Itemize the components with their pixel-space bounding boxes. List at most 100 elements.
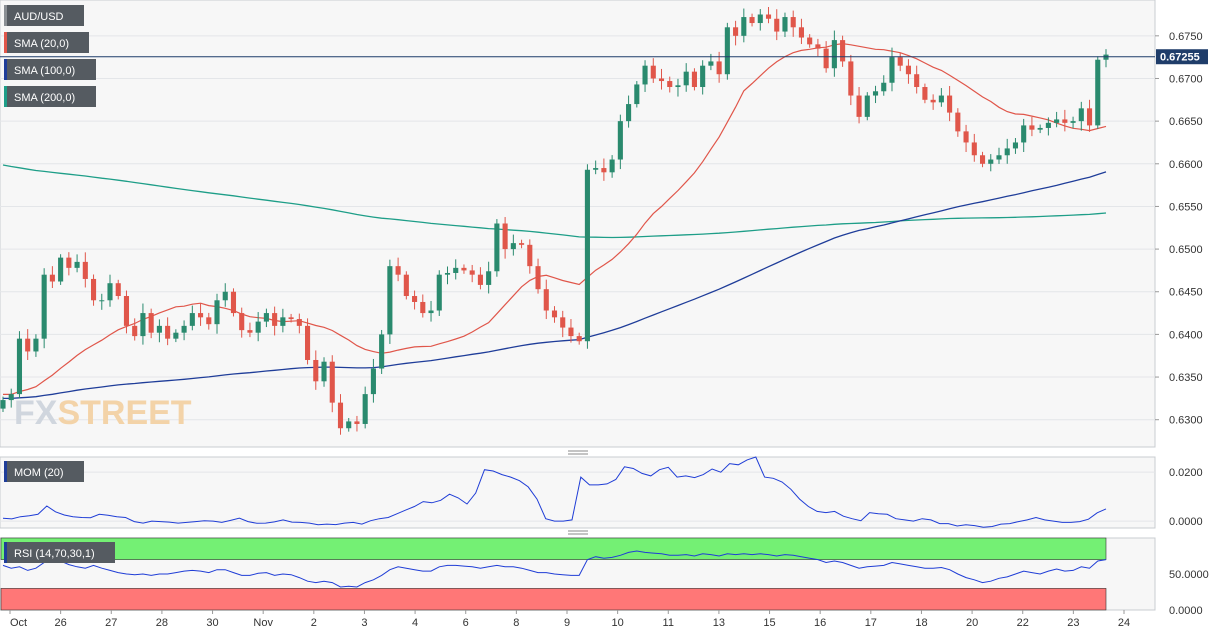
rsi-tick-label: 0.0000 bbox=[1169, 605, 1203, 617]
x-tick-label: 24 bbox=[1118, 617, 1130, 629]
candle-up bbox=[510, 243, 516, 250]
candle-down bbox=[815, 44, 821, 49]
candle-down bbox=[272, 313, 278, 326]
candle-down bbox=[897, 57, 903, 66]
candle-up bbox=[33, 338, 39, 352]
candle-down bbox=[749, 17, 755, 24]
sma100-swatch bbox=[4, 59, 7, 80]
tag-sma20[interactable]: SMA (20,0) bbox=[4, 32, 89, 53]
candle-down bbox=[412, 296, 418, 302]
y-tick-label: 0.6450 bbox=[1169, 287, 1203, 299]
sma20-label: SMA (20,0) bbox=[14, 38, 69, 50]
sma200-line bbox=[2, 164, 1107, 239]
candle-down bbox=[165, 325, 171, 339]
candle-up bbox=[428, 310, 434, 314]
candle-up bbox=[831, 40, 837, 69]
x-tick-label: 17 bbox=[865, 617, 877, 629]
candle-up bbox=[107, 283, 113, 301]
candle-down bbox=[930, 99, 936, 103]
candle-up bbox=[988, 159, 994, 164]
candle-down bbox=[922, 87, 928, 100]
candle-up bbox=[181, 325, 187, 333]
tag-sma100[interactable]: SMA (100,0) bbox=[4, 59, 96, 80]
candle-down bbox=[230, 291, 237, 314]
tag-sma200[interactable]: SMA (200,0) bbox=[4, 86, 96, 107]
candle-down bbox=[469, 270, 475, 275]
candle-down bbox=[132, 325, 138, 337]
y-tick-label: 0.6600 bbox=[1169, 159, 1203, 171]
candle-up bbox=[1021, 125, 1027, 143]
rsi-swatch bbox=[4, 542, 7, 563]
x-tick-label: 8 bbox=[513, 617, 519, 629]
x-tick-label: 15 bbox=[763, 617, 775, 629]
candle-up bbox=[58, 257, 64, 282]
tag-rsi[interactable]: RSI (14,70,30,1) bbox=[4, 542, 115, 563]
y-tick-label: 0.6700 bbox=[1169, 73, 1203, 85]
candle-up bbox=[1037, 127, 1043, 130]
candle-down bbox=[568, 327, 574, 337]
x-tick-label: 2 bbox=[311, 617, 317, 629]
candle-up bbox=[436, 274, 442, 311]
candle-down bbox=[790, 17, 796, 28]
candle-up bbox=[938, 95, 944, 103]
y-tick-label: 0.6350 bbox=[1169, 372, 1203, 384]
candle-down bbox=[49, 274, 55, 282]
rsi-line bbox=[2, 550, 1107, 588]
candle-down bbox=[420, 301, 426, 314]
candle-up bbox=[642, 65, 648, 85]
x-tick-label: 10 bbox=[612, 617, 624, 629]
candle-up bbox=[0, 400, 6, 409]
x-tick-label: 3 bbox=[361, 617, 367, 629]
rsi-grid: 0.0000 50.0000 bbox=[0, 537, 1209, 617]
sma20-line bbox=[3, 42, 1107, 395]
sma100-line bbox=[3, 171, 1107, 400]
candle-up bbox=[1078, 108, 1084, 122]
candle-down bbox=[148, 313, 154, 333]
x-tick-label: 18 bbox=[915, 617, 927, 629]
candle-up bbox=[8, 394, 14, 401]
candle-down bbox=[765, 14, 772, 19]
candle-down bbox=[807, 37, 813, 45]
candle-up bbox=[724, 27, 730, 75]
candle-up bbox=[255, 321, 261, 333]
tag-symbol[interactable]: AUD/USD bbox=[4, 5, 84, 26]
candle-down bbox=[905, 65, 911, 75]
candle-up bbox=[16, 338, 23, 395]
candle-up bbox=[379, 334, 385, 369]
candle-up bbox=[321, 361, 327, 382]
candle-down bbox=[115, 283, 121, 297]
x-tick-label: 16 bbox=[814, 617, 826, 629]
candle-up bbox=[617, 121, 623, 160]
x-tick-label: 11 bbox=[663, 617, 674, 629]
rsi-overbought-zone bbox=[0, 537, 1107, 560]
candle-up bbox=[222, 291, 228, 301]
candle-down bbox=[82, 261, 88, 279]
candle-up bbox=[700, 65, 706, 88]
pane-resize-handle-1[interactable] bbox=[568, 450, 588, 455]
watermark-logo: FXSTREET bbox=[14, 394, 192, 432]
candle-down bbox=[1062, 119, 1068, 123]
y-tick-label: 0.6550 bbox=[1169, 201, 1203, 213]
candle-up bbox=[74, 261, 80, 268]
candle-up bbox=[453, 267, 459, 273]
candle-down bbox=[774, 18, 780, 32]
momentum-line bbox=[2, 456, 1107, 528]
candle-down bbox=[601, 168, 607, 173]
pane-resize-handle-2[interactable] bbox=[568, 530, 588, 535]
x-tick-label: 28 bbox=[156, 617, 168, 629]
candle-up bbox=[214, 300, 220, 325]
sma200-path bbox=[2, 164, 1107, 239]
tag-momentum[interactable]: MOM (20) bbox=[4, 461, 84, 482]
y-tick-label: 0.6400 bbox=[1169, 329, 1203, 341]
candle-up bbox=[173, 332, 179, 339]
candle-up bbox=[864, 95, 870, 117]
candle-up bbox=[1095, 59, 1101, 126]
candle-down bbox=[502, 223, 508, 250]
candle-down bbox=[337, 402, 344, 429]
rsi-oversold-zone bbox=[0, 588, 1107, 611]
candle-down bbox=[477, 274, 483, 285]
candle-down bbox=[403, 274, 409, 297]
candle-down bbox=[848, 61, 854, 96]
candle-down bbox=[947, 95, 953, 113]
candle-down bbox=[914, 74, 920, 88]
